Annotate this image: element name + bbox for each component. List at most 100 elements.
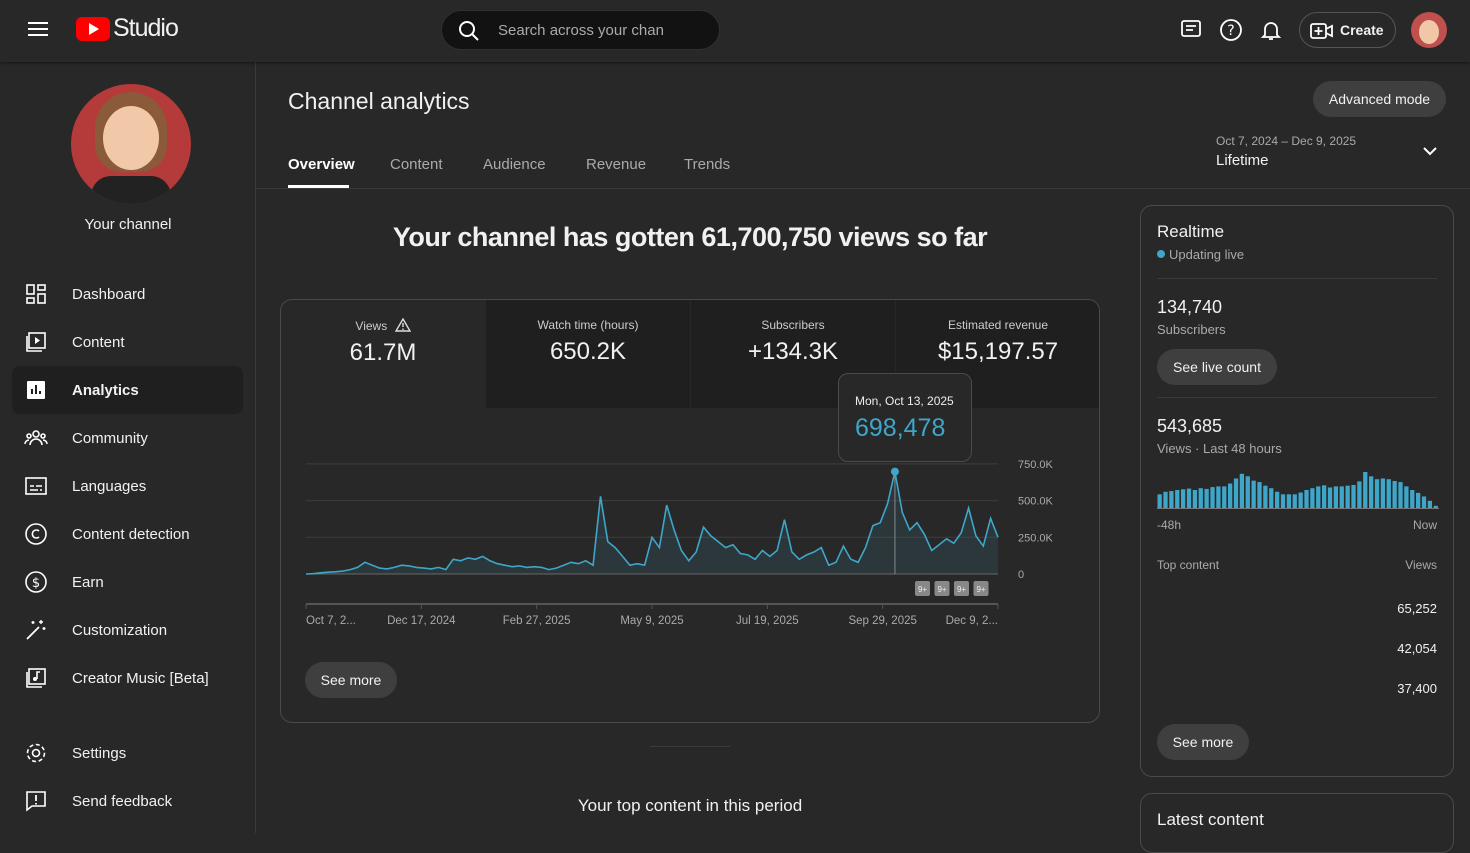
your-channel-label: Your channel [84,216,172,233]
realtime-see-more-button[interactable]: See more [1157,724,1249,760]
realtime-bar [1386,479,1391,508]
video-published-badge[interactable]: 9+ [973,581,989,596]
realtime-bar [1157,494,1162,508]
realtime-bar [1369,476,1374,508]
date-range-selector[interactable]: Oct 7, 2024 – Dec 9, 2025 Lifetime [1210,130,1446,174]
realtime-bar [1181,489,1186,508]
x-tick-label: Dec 9, 2... [946,615,998,627]
create-video-icon [1310,23,1333,39]
realtime-card: Realtime Updating live 134,740 Subscribe… [1140,205,1454,777]
sidebar-item-customization[interactable]: Customization [12,606,243,654]
metric-label: Views [355,319,388,333]
tab-overview[interactable]: Overview [288,156,355,173]
live-dot-icon [1157,250,1165,258]
realtime-bar [1228,483,1233,508]
realtime-bar [1416,492,1421,508]
sidebar-item-send-feedback[interactable]: Send feedback [12,777,243,825]
realtime-bar [1269,488,1274,508]
views-line [305,471,999,575]
views-chart[interactable]: 0 250.0K 500.0K 750.0K 9+ 9+ 9+ 9+ Oct 7, 2... De… [281,440,1100,640]
svg-text:9+: 9+ [976,585,985,594]
realtime-bar [1404,486,1409,508]
views-column-label: Views [1405,558,1437,572]
views-label: Views · Last 48 hours [1157,441,1282,456]
realtime-bar [1251,480,1256,508]
notifications-bell-icon[interactable] [1259,18,1283,42]
top-content-label: Top content [1157,558,1220,572]
video-published-badge[interactable]: 9+ [915,581,930,596]
sidebar-item-earn[interactable]: $ Earn [12,558,243,606]
create-button[interactable]: Create [1299,12,1396,48]
tab-content[interactable]: Content [390,156,443,173]
realtime-bar [1363,472,1368,508]
realtime-bar [1345,485,1350,508]
realtime-bar [1245,476,1250,508]
top-content-views: 42,054 [1397,641,1437,656]
menu-icon[interactable] [28,20,48,38]
realtime-bar [1210,487,1215,508]
svg-text:?: ? [1227,23,1234,39]
sidebar-item-dashboard[interactable]: Dashboard [12,270,243,318]
realtime-bar [1275,491,1280,508]
help-icon[interactable]: ? [1219,18,1243,42]
latest-content-card: Latest content [1140,793,1454,853]
account-avatar[interactable] [1411,12,1447,48]
sidebar-item-content-detection[interactable]: Content detection [12,510,243,558]
realtime-bar [1351,484,1356,508]
metric-value: $15,197.57 [937,338,1059,365]
search-input[interactable]: Search across your chan [441,10,720,50]
page-title: Channel analytics [288,88,470,114]
sidebar-item-community[interactable]: Community [12,414,243,462]
video-published-badge[interactable]: 9+ [954,581,969,596]
realtime-bar [1392,481,1397,508]
y-tick-label: 750.0K [1018,459,1054,471]
chart-tooltip: Mon, Oct 13, 2025 698,478 [838,373,972,462]
see-live-count-button[interactable]: See live count [1157,349,1277,385]
see-more-button[interactable]: See more [305,662,397,698]
realtime-bar [1257,482,1262,508]
metric-views[interactable]: Views 61.7M [281,300,485,408]
metric-label: Watch time (hours) [537,318,639,332]
divider [1157,278,1437,279]
x-tick-label: Sep 29, 2025 [848,615,916,627]
peak-point [890,467,899,476]
tab-trends[interactable]: Trends [684,156,731,173]
realtime-bar [1433,505,1438,508]
realtime-bar [1286,494,1292,508]
tab-audience[interactable]: Audience [483,156,546,173]
tab-revenue[interactable]: Revenue [586,156,647,173]
svg-text:9+: 9+ [937,585,946,594]
sidebar-item-creator-music-beta[interactable]: Creator Music [Beta] [12,654,243,702]
realtime-bar [1198,488,1203,508]
warning-icon [394,317,411,332]
sidebar-item-content[interactable]: Content [12,318,243,366]
x-tick-label: May 9, 2025 [620,615,683,627]
period-label: Lifetime [1216,152,1269,169]
feedback-chat-icon[interactable] [1179,18,1203,42]
sidebar: Your channel Dashboard Content Analytics Co… [0,62,256,833]
metric-watch-time-hours[interactable]: Watch time (hours) 650.2K [486,300,690,408]
sidebar-item-languages[interactable]: Languages [12,462,243,510]
y-tick-label: 500.0K [1018,496,1054,508]
studio-logo: Studio [113,14,179,42]
realtime-bar [1322,485,1327,508]
realtime-bar [1192,490,1198,508]
sidebar-item-label: Analytics [72,381,139,399]
advanced-mode-button[interactable]: Advanced mode [1313,81,1446,117]
channel-avatar[interactable] [71,84,191,204]
sidebar-item-settings[interactable]: Settings [12,729,243,777]
svg-text:9+: 9+ [957,585,966,594]
area-fill [306,471,998,574]
realtime-title: Realtime [1157,222,1225,241]
realtime-bar [1310,488,1315,508]
realtime-bar [1239,473,1245,508]
divider [256,188,1470,189]
realtime-bar [1333,486,1339,508]
realtime-bar [1374,479,1380,508]
realtime-bar-chart[interactable] [1157,468,1439,510]
video-published-badge[interactable]: 9+ [934,581,950,596]
realtime-bar [1421,496,1427,508]
subscriber-count: 134,740 [1157,297,1223,317]
sidebar-item-analytics[interactable]: Analytics [12,366,243,414]
divider [650,746,730,747]
